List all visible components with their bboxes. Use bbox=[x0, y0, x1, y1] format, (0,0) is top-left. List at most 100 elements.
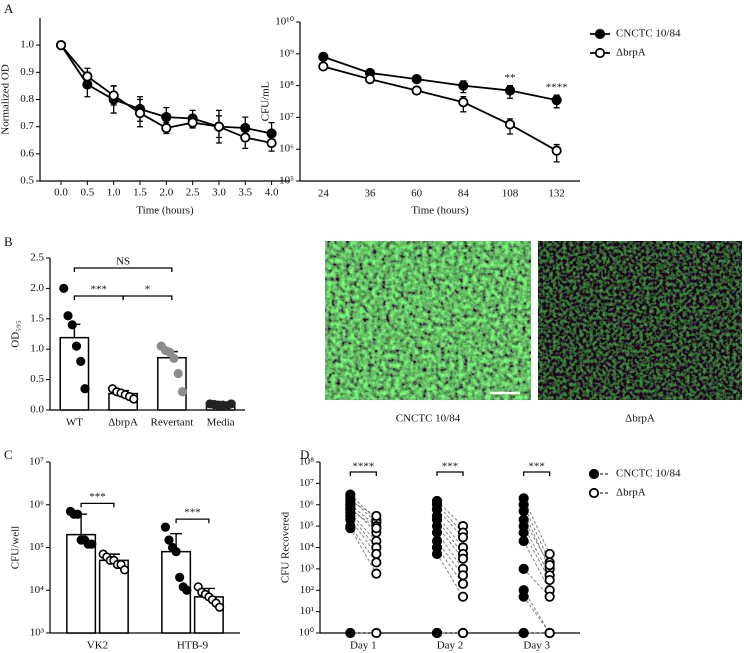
point bbox=[551, 94, 562, 106]
point bbox=[457, 578, 469, 589]
point bbox=[72, 509, 83, 519]
point bbox=[345, 523, 356, 534]
panel-label: D bbox=[300, 447, 309, 462]
panel-label: C bbox=[4, 447, 13, 462]
point bbox=[457, 532, 469, 543]
point bbox=[129, 394, 139, 404]
legend-label: CNCTC 10/84 bbox=[616, 28, 681, 40]
point bbox=[371, 510, 382, 522]
y-tick-label: 10¹⁰ bbox=[275, 16, 294, 28]
point bbox=[411, 85, 422, 96]
y-axis-title: CFU/mL bbox=[260, 81, 272, 121]
point bbox=[518, 527, 529, 538]
x-tick-label: 0.5 bbox=[80, 187, 94, 199]
point bbox=[551, 145, 562, 156]
y-tick-label: 10⁷ bbox=[299, 477, 314, 489]
point bbox=[371, 568, 382, 579]
x-tick-label: 84 bbox=[458, 188, 470, 200]
point bbox=[173, 368, 183, 379]
point bbox=[371, 548, 382, 560]
y-tick-label: 0.5 bbox=[30, 373, 44, 385]
point bbox=[161, 122, 172, 134]
image-caption: ΔbrpA bbox=[625, 413, 655, 425]
significance-label: NS bbox=[116, 256, 130, 268]
significance-bracket bbox=[523, 471, 551, 476]
point bbox=[59, 283, 69, 294]
significance-bracket bbox=[73, 295, 124, 300]
significance-bracket bbox=[80, 502, 115, 508]
point bbox=[345, 627, 356, 639]
legend-label: ΔbrpA bbox=[616, 487, 646, 499]
x-axis-title: Time (hours) bbox=[411, 205, 469, 217]
point bbox=[182, 585, 192, 595]
point bbox=[518, 506, 529, 517]
point bbox=[108, 90, 119, 101]
legend-marker bbox=[588, 468, 600, 480]
point bbox=[518, 627, 529, 639]
x-tick-label: 1.5 bbox=[133, 187, 147, 199]
y-axis-title: OD₅₉₅ bbox=[10, 320, 22, 348]
y-tick-label: 0.9 bbox=[20, 66, 34, 78]
point bbox=[67, 320, 77, 330]
x-tick-label: 60 bbox=[411, 188, 423, 200]
micrograph bbox=[538, 241, 742, 400]
x-tick-label: 0.0 bbox=[54, 187, 68, 199]
point bbox=[160, 522, 171, 532]
y-tick-label: 10⁸ bbox=[299, 456, 314, 468]
x-tick-label: 2.5 bbox=[186, 187, 200, 199]
point bbox=[213, 121, 225, 132]
panel-label: B bbox=[4, 234, 13, 249]
annotation: **** bbox=[546, 82, 568, 94]
point bbox=[318, 61, 329, 72]
y-tick-label: 10⁵ bbox=[279, 175, 294, 187]
point bbox=[457, 570, 469, 581]
significance-label: *** bbox=[91, 284, 108, 296]
y-tick-label: 2.0 bbox=[30, 282, 44, 294]
legend-marker bbox=[588, 487, 600, 499]
y-tick-label: 1.0 bbox=[30, 343, 44, 355]
y-tick-label: 2.5 bbox=[30, 252, 44, 264]
x-tick-label: Revertant bbox=[150, 417, 193, 429]
x-tick-label: VK2 bbox=[87, 640, 108, 652]
x-tick-label: Day 3 bbox=[523, 640, 550, 652]
point bbox=[458, 80, 469, 91]
pair-line bbox=[349, 527, 377, 574]
x-tick-label: 4.0 bbox=[265, 187, 279, 199]
line bbox=[323, 65, 558, 152]
point bbox=[431, 627, 443, 639]
y-tick-label: 10⁸ bbox=[279, 79, 294, 91]
point bbox=[364, 74, 376, 85]
x-tick-label: Day 2 bbox=[437, 640, 464, 652]
significance-label: *** bbox=[442, 461, 459, 473]
pair-line bbox=[523, 596, 551, 634]
significance-bracket bbox=[122, 295, 173, 300]
x-tick-label: 132 bbox=[548, 188, 565, 200]
pair-line bbox=[523, 519, 551, 566]
x-tick-label: 3.5 bbox=[238, 187, 252, 199]
x-tick-label: Day 1 bbox=[350, 640, 377, 652]
point bbox=[87, 539, 97, 549]
x-tick-label: Media bbox=[207, 417, 235, 429]
image-caption: CNCTC 10/84 bbox=[396, 413, 461, 425]
point bbox=[226, 399, 236, 409]
point bbox=[457, 627, 469, 639]
legend-label: CNCTC 10/84 bbox=[616, 468, 681, 480]
significance-label: *** bbox=[528, 461, 545, 473]
y-tick-label: 1.0 bbox=[20, 39, 34, 51]
point bbox=[119, 565, 130, 575]
x-tick-label: 24 bbox=[318, 188, 330, 200]
x-tick-label: 1.0 bbox=[107, 187, 121, 199]
point bbox=[214, 602, 225, 612]
significance-label: *** bbox=[184, 507, 201, 519]
point bbox=[80, 384, 90, 394]
bar bbox=[66, 533, 97, 634]
y-tick-label: 0.0 bbox=[30, 404, 44, 416]
point bbox=[371, 557, 382, 568]
x-axis-title: Time (hours) bbox=[136, 205, 194, 217]
point bbox=[71, 341, 82, 351]
point bbox=[169, 353, 179, 363]
x-tick-label: 3.0 bbox=[212, 187, 226, 199]
y-tick-label: 10³ bbox=[30, 627, 45, 639]
y-tick-label: 10⁷ bbox=[279, 111, 294, 123]
